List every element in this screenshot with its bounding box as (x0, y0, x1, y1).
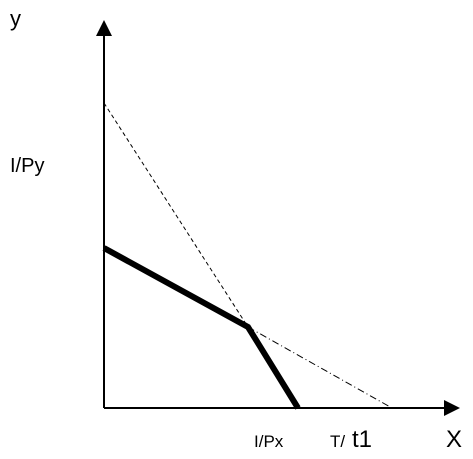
x-axis-label: X (446, 426, 462, 453)
label-i-py: I/Py (10, 155, 44, 177)
label-t1: t1 (352, 426, 372, 453)
kinked-budget-line (102, 245, 301, 410)
label-t: T/ (330, 432, 345, 451)
y-axis-label: y (10, 6, 21, 31)
label-i-px: I/Px (254, 432, 284, 451)
dashed-line (103, 102, 249, 328)
